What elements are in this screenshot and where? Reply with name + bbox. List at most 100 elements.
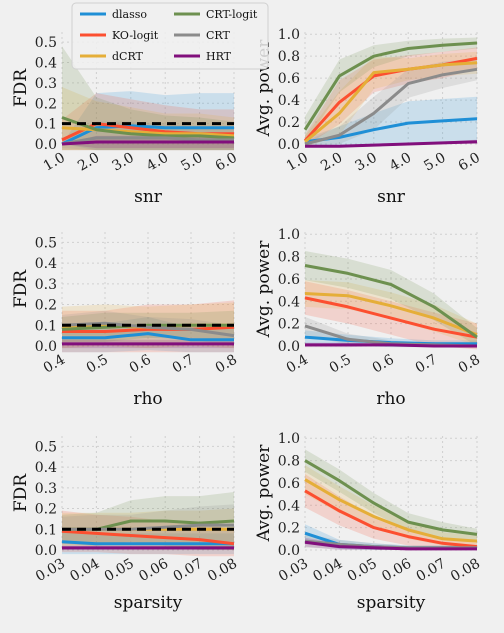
y-tick-label: 0.3 [35, 277, 57, 293]
x-tick-label: 0.7 [413, 352, 440, 377]
y-tick-label: 1.0 [278, 227, 300, 243]
x-tick-label: 0.6 [370, 352, 397, 377]
y-tick-label: 0.4 [35, 460, 57, 476]
series-line-crt-logit [303, 41, 478, 131]
series-line-hrt [305, 343, 477, 348]
y-axis-label: FDR [11, 68, 31, 107]
x-tick-label: 0.03 [33, 556, 68, 585]
y-tick-label: 1.0 [278, 431, 300, 447]
y-tick-label: 0.1 [35, 522, 57, 538]
series-line-dcrt [304, 478, 478, 543]
series-line-dlasso [62, 332, 234, 342]
x-tick-label: 1.0 [284, 150, 311, 175]
x-tick-label: 0.6 [127, 352, 154, 377]
x-tick-label: 0.06 [379, 556, 414, 585]
series-line-crt [61, 321, 235, 338]
y-tick-label: 0.4 [35, 256, 57, 272]
y-tick-label: 0.2 [35, 298, 57, 314]
band-crt [305, 58, 477, 147]
y-tick-label: 0.2 [278, 521, 300, 537]
x-axis-label: rho [133, 389, 162, 409]
y-tick-label: 0.1 [35, 318, 57, 334]
x-tick-label: 2.0 [75, 150, 102, 175]
y-tick-label: 0.3 [35, 76, 57, 92]
y-tick-label: 0.0 [35, 543, 57, 559]
panel-power-sparsity: 0.0 0.2 0.4 0.6 0.8 1.0 0.03 0.04 0.05 0.06 0.07 0.… [254, 431, 483, 613]
x-tick-label: 0.04 [67, 556, 102, 585]
band-crt [62, 504, 234, 546]
series-line-crt-logit [304, 459, 478, 536]
y-axis-label: FDR [11, 473, 31, 512]
x-tick-label: 0.04 [310, 556, 345, 585]
x-tick-label: 0.4 [41, 352, 68, 377]
series-line-dlasso [61, 540, 234, 546]
y-tick-label: 0.2 [278, 115, 300, 131]
x-tick-label: 4.0 [144, 150, 171, 175]
y-tick-label: 0.5 [35, 235, 57, 251]
series-line-crt [61, 136, 234, 146]
x-tick-label: 4.0 [387, 150, 414, 175]
x-tick-label: 0.06 [136, 556, 171, 585]
legend-label-ko-logit: KO-logit [112, 29, 159, 42]
y-tick-label: 0.6 [278, 71, 300, 87]
x-axis-label: snr [377, 187, 406, 207]
band-ko-logit [305, 47, 477, 147]
y-tick-label: 0.2 [278, 317, 300, 333]
series-line-ko-logit [62, 325, 235, 333]
legend-label-crt-logit: CRT-logit [206, 8, 258, 21]
y-tick-label: 0.4 [278, 498, 300, 514]
x-tick-label: 5.0 [421, 150, 448, 175]
y-tick-label: 0.0 [278, 339, 300, 355]
panel-fdr-rho: 0.0 0.1 0.2 0.3 0.4 0.5 0.4 0.5 0.6 0.7 0.8 rho FDR [11, 232, 240, 409]
x-axis-label: sparsity [357, 593, 426, 613]
y-tick-label: 1.0 [278, 27, 300, 43]
y-tick-label: 0.2 [35, 502, 57, 518]
x-tick-label: 0.8 [213, 352, 240, 377]
series-line-hrt [61, 140, 234, 146]
y-tick-label: 0.2 [35, 96, 57, 112]
x-tick-label: 0.5 [327, 352, 354, 377]
y-tick-label: 0.8 [278, 49, 300, 65]
series-line-hrt [305, 140, 478, 148]
x-tick-label: 5.0 [178, 150, 205, 175]
band-ko-logit [305, 281, 477, 350]
y-tick-label: 0.0 [278, 543, 300, 559]
x-axis-label: sparsity [114, 593, 183, 613]
y-tick-label: 0.6 [278, 272, 300, 288]
x-tick-label: 0.7 [170, 352, 197, 377]
x-tick-label: 6.0 [456, 150, 483, 175]
legend: dlasso KO-logit dCRT CRT-logit CRT HRT [71, 2, 269, 70]
panel-power-snr: 0.00.20.40.60.81.01.0 2.0 3.0 4.0 5.0 6.0snrA… [254, 27, 483, 207]
series-line-ko-logit [304, 489, 478, 549]
x-tick-label: 0.05 [102, 556, 137, 585]
y-tick-label: 0.0 [35, 339, 57, 355]
legend-label-dcrt: dCRT [112, 50, 144, 63]
y-tick-label: 0.0 [278, 137, 300, 153]
y-tick-label: 0.5 [35, 35, 57, 51]
x-tick-label: 1.0 [41, 150, 68, 175]
y-axis-label: Avg. power [254, 240, 274, 339]
x-axis-label: rho [376, 389, 405, 409]
x-tick-label: 0.8 [456, 352, 483, 377]
y-tick-label: 0.4 [278, 294, 300, 310]
y-tick-label: 0.3 [35, 481, 57, 497]
y-tick-label: 0.8 [278, 250, 300, 266]
x-tick-label: 6.0 [213, 150, 240, 175]
x-tick-label: 0.07 [171, 556, 206, 585]
panel-power-rho: 0.0 0.2 0.4 0.6 0.8 1.0 0.4 0.5 0.6 0.7 0.8 rho Avg.… [254, 227, 483, 409]
x-tick-label: 2.0 [318, 150, 345, 175]
x-tick-label: 3.0 [353, 150, 380, 175]
y-tick-label: 0.4 [35, 56, 57, 72]
y-axis-label: Avg. power [254, 444, 274, 543]
y-tick-label: 0.4 [278, 93, 300, 109]
y-tick-label: 0.5 [35, 439, 57, 455]
y-tick-label: 0.6 [278, 476, 300, 492]
series-line-crt-logit [61, 116, 235, 140]
panel-fdr-sparsity: 0.0 0.1 0.2 0.3 0.4 0.5 0.03 0.04 0.05 0.06 0.07 0.… [11, 436, 240, 613]
legend-label-dlasso: dlasso [112, 8, 147, 21]
panel-fdr-snr: 0.0 0.1 0.2 0.3 0.4 0.5 1.0 2.0 3.0 4.0 5.0 6.0 snr F… [11, 32, 240, 207]
series-line-dcrt [61, 126, 235, 138]
legend-box [71, 2, 269, 70]
x-tick-label: 0.4 [284, 352, 311, 377]
